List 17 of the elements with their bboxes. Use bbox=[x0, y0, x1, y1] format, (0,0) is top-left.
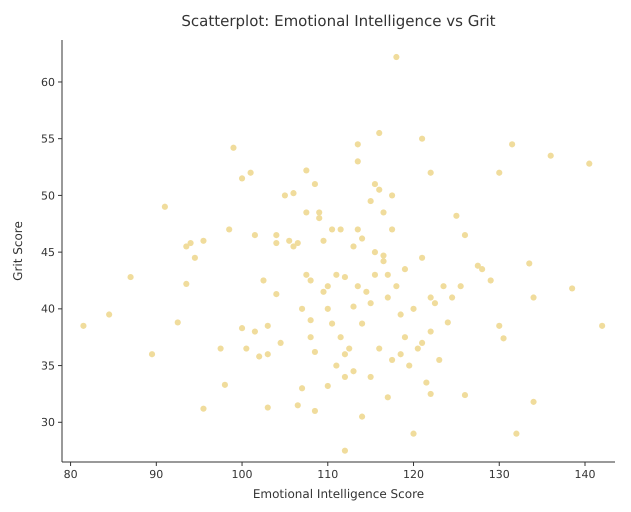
x-tick-label: 140 bbox=[574, 468, 596, 481]
y-tick-label: 30 bbox=[41, 416, 55, 430]
y-axis-title: Grit Score bbox=[11, 221, 25, 281]
x-axis-title: Emotional Intelligence Score bbox=[252, 487, 424, 501]
y-tick-label: 55 bbox=[41, 132, 55, 146]
y-tick-label: 60 bbox=[41, 76, 55, 89]
x-tick-label: 90 bbox=[149, 468, 164, 481]
x-tick-label: 80 bbox=[64, 468, 78, 481]
y-tick-label: 45 bbox=[41, 246, 55, 259]
y-tick-label: 40 bbox=[41, 302, 55, 316]
x-tick-label: 110 bbox=[317, 468, 338, 481]
x-tick-label: 130 bbox=[488, 468, 510, 481]
x-tick-label: 100 bbox=[232, 468, 253, 481]
chart-title: Scatterplot: Emotional Intelligence vs Grit bbox=[181, 12, 496, 30]
y-tick-label: 50 bbox=[41, 189, 55, 202]
y-tick-label: 35 bbox=[41, 359, 55, 372]
x-tick-label: 120 bbox=[403, 468, 424, 481]
